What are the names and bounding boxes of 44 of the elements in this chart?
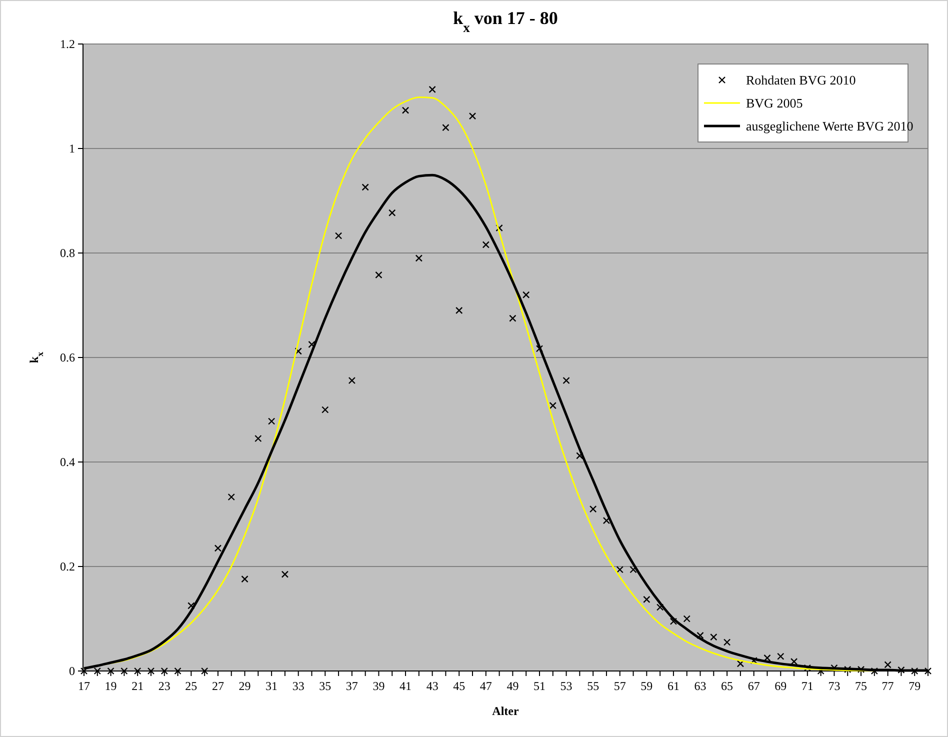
x-tick-label: 21 xyxy=(132,679,144,693)
x-axis-title: Alter xyxy=(492,704,520,718)
y-tick-label: 0.6 xyxy=(60,350,75,365)
x-tick-label: 49 xyxy=(506,679,519,693)
legend-label: BVG 2005 xyxy=(746,96,803,111)
x-tick-label: 61 xyxy=(667,679,680,693)
x-tick-label: 79 xyxy=(908,679,921,693)
x-tick-label: 19 xyxy=(104,679,117,693)
x-tick-label: 59 xyxy=(640,679,653,693)
chart-title: k$_{x}$ von 17 - 80 xyxy=(453,8,558,34)
x-tick-label: 63 xyxy=(694,679,706,693)
x-tick-label: 51 xyxy=(533,679,546,693)
x-tick-label: 77 xyxy=(882,679,894,693)
x-tick-label: 43 xyxy=(426,679,438,693)
x-tick-label: 33 xyxy=(292,679,304,693)
x-tick-label: 55 xyxy=(587,679,600,693)
y-tick-label: 1.2 xyxy=(60,37,75,52)
y-tick-label: 0 xyxy=(69,664,75,678)
x-tick-label: 47 xyxy=(480,679,492,693)
x-tick-label: 69 xyxy=(774,679,787,693)
x-tick-label: 45 xyxy=(453,679,466,693)
x-tick-label: 35 xyxy=(319,679,332,693)
x-tick-label: 37 xyxy=(346,679,358,693)
x-tick-label: 53 xyxy=(560,679,572,693)
x-tick-label: 27 xyxy=(212,679,224,693)
y-tick-label: 0.8 xyxy=(60,246,75,260)
legend-label: Rohdaten BVG 2010 xyxy=(746,72,856,88)
y-tick-label: 0.4 xyxy=(60,455,75,470)
x-tick-label: 57 xyxy=(614,679,626,693)
x-tick-label: 41 xyxy=(400,679,412,693)
x-tick-label: 39 xyxy=(372,679,385,693)
x-tick-label: 75 xyxy=(855,679,868,693)
y-tick-label: 0.2 xyxy=(60,560,75,574)
y-tick-label: 1 xyxy=(69,142,75,156)
x-tick-label: 29 xyxy=(238,679,251,693)
legend-label: ausgeglichene Werte BVG 2010 xyxy=(746,118,914,134)
x-tick-label: 17 xyxy=(78,679,90,693)
x-tick-label: 25 xyxy=(185,679,198,693)
x-tick-label: 23 xyxy=(158,679,170,693)
x-tick-label: 67 xyxy=(748,679,760,693)
x-tick-label: 31 xyxy=(266,679,278,693)
x-tick-label: 71 xyxy=(801,679,814,693)
x-tick-label: 65 xyxy=(721,679,734,693)
x-tick-label: 73 xyxy=(828,679,840,693)
